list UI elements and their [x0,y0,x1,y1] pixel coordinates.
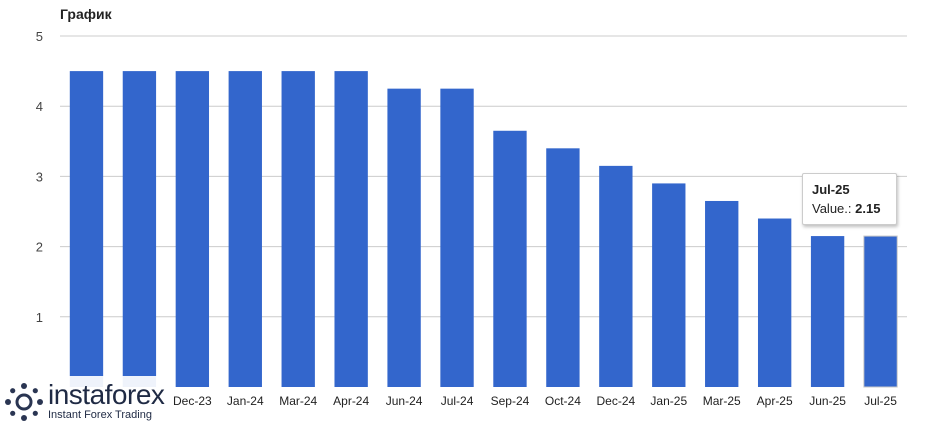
watermark-name: instaforex [48,379,165,410]
instaforex-logo-icon [5,383,43,421]
x-tick-label: Mar-24 [279,394,317,408]
bar-mar-25[interactable] [705,200,739,387]
x-tick-label: Oct-24 [545,394,581,408]
bar-jul-25[interactable] [863,235,898,388]
bar-dec-23[interactable] [175,71,210,387]
watermark-tagline: Instant Forex Trading [48,409,152,421]
y-axis-ticks: 1 2 3 4 5 [36,29,43,325]
value-tooltip: Jul-25 Value.: 2.15 [802,173,897,225]
x-tick-label: Sep-24 [491,394,530,408]
tooltip-category: Jul-25 [812,182,850,197]
x-tick-label: Apr-24 [333,394,369,408]
x-tick-label: Jan-24 [227,394,264,408]
bar-nov-23[interactable] [122,71,157,387]
bar-jun-25[interactable] [810,236,845,387]
x-tick-label: Jan-25 [650,394,687,408]
watermark: instaforex Instant Forex Trading [0,376,172,425]
bar-dec-24[interactable] [599,165,633,387]
bar-mar-24[interactable] [281,71,315,387]
bar-oct-23[interactable] [69,71,104,387]
y-tick-label: 2 [36,240,43,255]
bar-sep-24[interactable] [493,130,527,387]
y-tick-label: 1 [36,310,43,325]
bar-oct-24[interactable] [546,148,580,387]
x-tick-label: Dec-23 [173,394,212,408]
x-tick-label: Dec-24 [597,394,636,408]
tooltip-value: 2.15 [855,201,881,216]
bar-apr-24[interactable] [334,71,368,387]
bar-jun-24[interactable] [387,88,421,388]
x-tick-label: Jun-24 [386,394,423,408]
x-tick-label: Mar-25 [703,394,741,408]
y-tick-label: 3 [36,169,43,184]
bar-apr-25[interactable] [757,218,792,387]
x-tick-label: Jul-24 [441,394,474,408]
tooltip-label: Value.: [812,201,852,216]
x-tick-label: Jun-25 [809,394,846,408]
chart-title: График [60,6,112,22]
x-axis-ticks: Dec-23 Jan-24 Mar-24 Apr-24 Jun-24 Jul-24 Sep-… [173,394,897,408]
y-tick-label: 5 [36,29,43,44]
bar-jan-24[interactable] [228,71,262,387]
bar-jan-25[interactable] [652,183,686,387]
tooltip-value-row: Value.: 2.15 [812,201,880,216]
y-tick-label: 4 [36,99,43,114]
x-tick-label: Apr-25 [757,394,793,408]
bars [69,71,898,388]
x-tick-label: Jul-25 [864,394,897,408]
bar-jul-24[interactable] [440,88,474,388]
